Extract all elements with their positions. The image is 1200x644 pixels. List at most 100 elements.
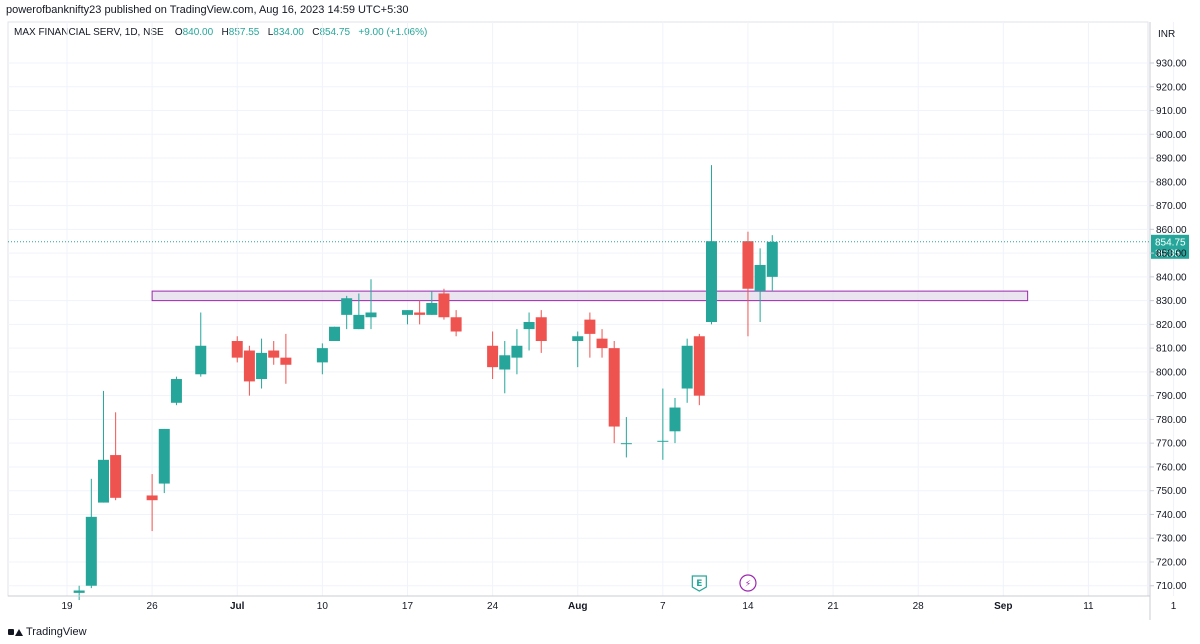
y-tick-label: 720.00: [1156, 557, 1187, 568]
candle: [535, 310, 547, 353]
candle: [705, 165, 717, 325]
candle: [754, 248, 766, 322]
candle-body: [657, 440, 669, 442]
x-tick-label: 10: [317, 601, 329, 612]
last-price-badge: [1151, 234, 1189, 259]
candle: [329, 326, 341, 342]
candle-body: [243, 350, 255, 382]
candle: [353, 293, 365, 330]
candle: [608, 341, 620, 444]
candle-body: [73, 590, 85, 593]
candle: [511, 329, 523, 375]
candle-body: [754, 264, 766, 292]
y-tick-label: 870.00: [1156, 201, 1187, 212]
candle: [170, 376, 182, 406]
x-tick-label: 11: [1083, 601, 1094, 612]
dividend-marker: [739, 574, 757, 592]
candle: [268, 341, 280, 365]
y-tick-label: 790.00: [1156, 391, 1187, 402]
open-label: O: [174, 27, 183, 38]
candle-body: [256, 352, 268, 380]
close-label: C: [312, 27, 320, 38]
candle: [110, 412, 122, 501]
candle-body: [280, 357, 292, 365]
earnings-label: E: [696, 579, 702, 589]
candle-body: [572, 336, 584, 342]
candle: [438, 288, 450, 320]
candle-body: [329, 326, 341, 342]
candle-body: [766, 241, 778, 277]
countdown-label: 30:35: [1155, 248, 1180, 259]
currency-label: INR: [1158, 29, 1175, 40]
candle: [231, 336, 243, 363]
y-tick-label: 730.00: [1156, 534, 1187, 545]
candle: [341, 295, 353, 330]
y-tick-label: 850.00: [1156, 249, 1187, 260]
candle: [693, 333, 705, 406]
candle: [669, 398, 681, 444]
last-price-label: 854.75: [1155, 237, 1186, 248]
y-tick-label: 890.00: [1156, 154, 1187, 165]
candle: [657, 388, 669, 460]
high-value: 857.55: [228, 27, 260, 38]
open-value: 840.00: [182, 27, 214, 38]
candle-body: [158, 428, 170, 484]
candle: [97, 390, 109, 503]
zone-layer: [151, 290, 1029, 302]
candle-body: [85, 516, 97, 586]
y-tick-label: 710.00: [1156, 581, 1187, 592]
candle: [572, 331, 584, 368]
candle: [450, 310, 462, 337]
candle: [195, 312, 207, 377]
candle-body: [401, 310, 413, 315]
candle-body: [523, 322, 535, 330]
candle-body: [596, 338, 608, 349]
x-tick-label: 17: [402, 601, 414, 612]
footer: TradingView: [8, 624, 87, 640]
y-tick-label: 760.00: [1156, 462, 1187, 473]
earnings-event-icon: E: [691, 575, 707, 592]
axes: 930.00 920.00 910.00 900.00 890.00 880.00 870.…: [8, 22, 1187, 620]
candle-body: [316, 348, 328, 363]
dividend-event-icon: ⚡: [739, 574, 757, 592]
candle: [584, 312, 596, 358]
candle-body: [231, 341, 243, 358]
low-label: L: [267, 27, 274, 38]
candle: [766, 235, 778, 292]
candle: [146, 474, 158, 532]
candle: [596, 329, 608, 358]
candle: [523, 312, 535, 351]
candle-body: [426, 302, 438, 315]
y-tick-label: 750.00: [1156, 486, 1187, 497]
candle: [316, 343, 328, 375]
candle: [158, 428, 170, 494]
candle-body: [414, 312, 426, 315]
candle-body: [170, 379, 182, 403]
candle-body: [450, 317, 462, 332]
y-tick-label: 930.00: [1156, 59, 1187, 70]
x-tick-label: 28: [913, 601, 925, 612]
candle: [401, 310, 413, 325]
high-label: H: [221, 27, 229, 38]
candle-body: [365, 312, 377, 318]
candle: [426, 291, 438, 315]
candle-body: [511, 345, 523, 358]
candle-body: [487, 345, 499, 368]
x-tick-label: Jul: [230, 601, 245, 612]
close-value: 854.75: [319, 27, 351, 38]
x-tick-label: 21: [828, 601, 840, 612]
candle: [681, 338, 693, 403]
candle-layer: [73, 165, 778, 600]
candle-body: [742, 241, 754, 289]
candle-body: [195, 345, 207, 375]
y-tick-label: 860.00: [1156, 225, 1187, 236]
candle-body: [353, 314, 365, 330]
x-tick-label: Aug: [568, 601, 587, 612]
x-tick-label: 1: [1171, 601, 1177, 612]
candle-body: [438, 293, 450, 318]
candle-body: [693, 336, 705, 396]
publish-header: powerofbanknifty23 published on TradingV…: [6, 4, 409, 22]
candle-body: [535, 317, 547, 342]
